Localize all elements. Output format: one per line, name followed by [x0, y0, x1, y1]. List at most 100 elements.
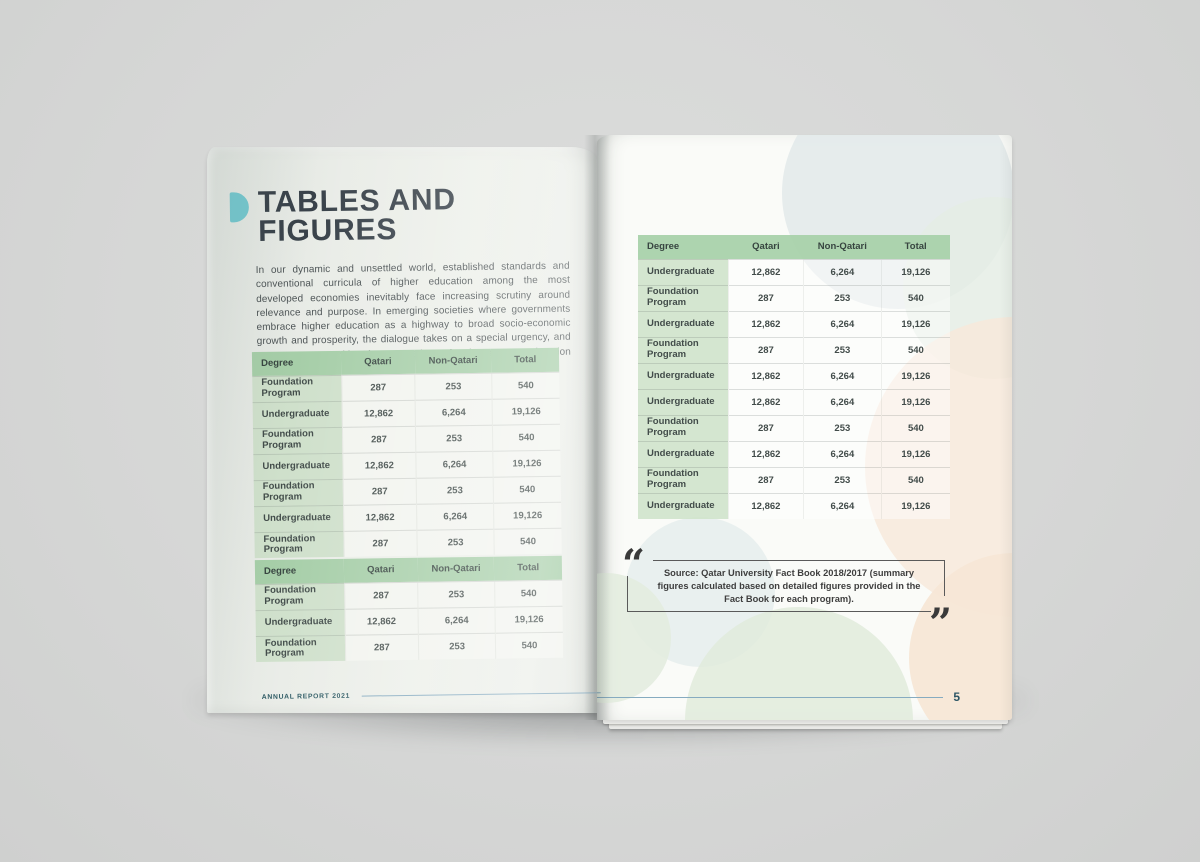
title-block: TABLES AND FIGURES	[229, 183, 457, 249]
col-header-non-qatari: Non-Qatari	[417, 556, 495, 582]
cell-total: 19,126	[880, 362, 950, 389]
cell-degree: Foundation Program	[638, 284, 729, 311]
col-header-qatari: Qatari	[340, 349, 415, 375]
cell-degree: Undergraduate	[638, 492, 729, 519]
cell-non-qatari: 253	[417, 580, 495, 608]
cell-qatari: 287	[342, 477, 417, 505]
cell-total: 19,126	[492, 397, 560, 425]
cell-non-qatari: 253	[414, 372, 493, 400]
cell-total: 19,126	[494, 605, 563, 633]
cell-qatari: 12,862	[727, 362, 804, 389]
cell-total: 540	[880, 414, 950, 441]
page-title: TABLES AND FIGURES	[257, 183, 457, 249]
cell-degree: Undergraduate	[255, 608, 345, 637]
cell-degree: Foundation Program	[638, 336, 729, 363]
cell-qatari: 12,862	[727, 258, 804, 285]
cell-total: 540	[494, 579, 563, 607]
cell-total: 19,126	[880, 440, 950, 467]
cell-qatari: 287	[727, 414, 804, 441]
cell-degree: Foundation Program	[254, 530, 344, 559]
cell-total: 19,126	[880, 388, 950, 415]
cell-non-qatari: 253	[802, 284, 882, 311]
cell-qatari: 287	[344, 581, 419, 609]
col-header-qatari: Qatari	[728, 235, 804, 259]
cell-non-qatari: 253	[415, 424, 493, 452]
left-page-footer: ANNUAL REPORT 2021	[262, 689, 601, 701]
col-header-total: Total	[491, 347, 560, 373]
enrollment-table-2: Degree Qatari Non-Qatari Total Foundatio…	[254, 555, 564, 663]
page-number: 5	[953, 690, 960, 704]
cell-non-qatari: 253	[802, 336, 882, 363]
cell-qatari: 12,862	[344, 607, 419, 635]
cell-qatari: 12,862	[727, 492, 804, 519]
cell-total: 19,126	[492, 449, 561, 477]
cell-degree: Undergraduate	[638, 388, 729, 415]
table-row: Undergraduate 12,862 6,264 19,126	[638, 258, 950, 285]
table-row: Undergraduate 12,862 6,264 19,126	[638, 492, 950, 519]
right-tables: Degree Qatari Non-Qatari Total Undergrad…	[638, 235, 950, 519]
cell-degree: Foundation Program	[252, 374, 342, 403]
table-row: Foundation Program 287 253 540	[254, 527, 562, 559]
source-note: “ ” Source: Qatar University Fact Book 2…	[622, 545, 952, 644]
cell-total: 540	[880, 466, 950, 493]
cell-degree: Foundation Program	[255, 634, 346, 663]
cell-degree: Undergraduate	[638, 258, 729, 285]
report-name: ANNUAL REPORT 2021	[261, 692, 351, 701]
cell-total: 19,126	[880, 492, 950, 519]
cell-qatari: 287	[344, 633, 419, 661]
cell-degree: Undergraduate	[638, 440, 729, 467]
cell-non-qatari: 6,264	[802, 388, 882, 415]
cell-qatari: 287	[727, 336, 804, 363]
cell-non-qatari: 6,264	[415, 398, 493, 426]
col-header-qatari: Qatari	[343, 557, 418, 583]
cell-total: 19,126	[880, 258, 950, 285]
cell-total: 540	[492, 423, 561, 451]
quote-border-left	[627, 576, 629, 612]
cell-degree: Undergraduate	[638, 310, 729, 337]
cell-total: 19,126	[880, 310, 950, 337]
cell-non-qatari: 6,264	[802, 492, 882, 519]
table-row: Foundation Program 287 253 540	[638, 414, 950, 441]
cell-qatari: 287	[727, 466, 804, 493]
right-page-footer: 5	[597, 690, 960, 704]
enrollment-table-3: Degree Qatari Non-Qatari Total Undergrad…	[638, 235, 950, 519]
table-row: Undergraduate 12,862 6,264 19,126	[638, 440, 950, 467]
table-row: Foundation Program 287 253 540	[638, 466, 950, 493]
cell-total: 540	[495, 631, 564, 659]
page-title-line1: TABLES AND	[257, 183, 457, 219]
cell-total: 540	[491, 371, 560, 399]
footer-rule	[597, 696, 944, 698]
cell-total: 540	[880, 336, 950, 363]
cell-non-qatari: 6,264	[418, 606, 496, 634]
cell-degree: Undergraduate	[253, 452, 343, 481]
footer-rule	[362, 692, 601, 697]
cell-degree: Undergraduate	[254, 504, 344, 533]
cell-non-qatari: 6,264	[415, 450, 494, 478]
table-row: Foundation Program 287 253 540	[638, 336, 950, 363]
cell-degree: Foundation Program	[638, 466, 729, 493]
open-quote-icon: “	[622, 541, 646, 588]
cell-qatari: 12,862	[727, 440, 804, 467]
enrollment-table-1: Degree Qatari Non-Qatari Total Foundatio…	[251, 347, 562, 559]
cell-non-qatari: 6,264	[802, 362, 882, 389]
cell-total: 540	[880, 284, 950, 311]
cell-non-qatari: 6,264	[802, 310, 882, 337]
half-circle-icon	[229, 192, 250, 223]
quote-border-top	[653, 560, 945, 562]
cell-non-qatari: 253	[802, 466, 882, 493]
col-header-degree: Degree	[638, 235, 729, 259]
source-note-body: Source: Qatar University Fact Book 2018/…	[653, 564, 925, 609]
cell-qatari: 287	[727, 284, 804, 311]
magazine-spread: TABLES AND FIGURES In our dynamic and un…	[191, 135, 1030, 746]
cell-qatari: 12,862	[342, 451, 417, 479]
cell-non-qatari: 253	[802, 414, 882, 441]
cell-qatari: 12,862	[727, 310, 804, 337]
cell-non-qatari: 253	[416, 476, 494, 504]
table-row: Undergraduate 12,862 6,264 19,126	[638, 388, 950, 415]
left-page: TABLES AND FIGURES In our dynamic and un…	[207, 147, 601, 713]
table-row: Undergraduate 12,862 6,264 19,126	[638, 362, 950, 389]
quote-border-bottom	[627, 610, 931, 612]
col-header-non-qatari: Non-Qatari	[414, 348, 492, 374]
page-title-line2: FIGURES	[257, 213, 398, 249]
